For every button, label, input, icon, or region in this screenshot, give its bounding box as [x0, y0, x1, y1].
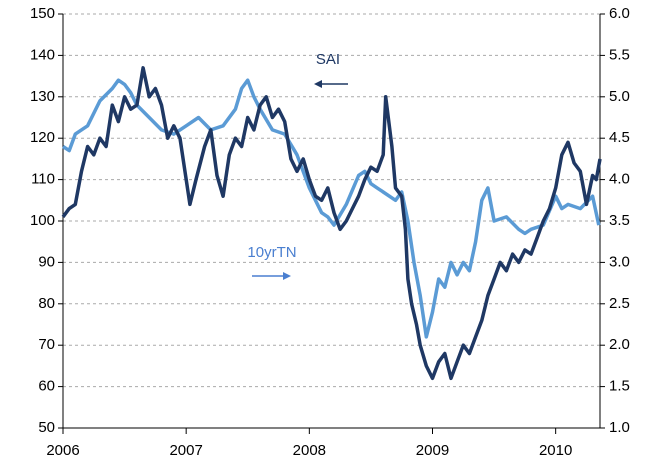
annotation: SAI: [316, 51, 340, 68]
y2-tick-label: 4.0: [609, 171, 630, 188]
y2-tick-label: 1.5: [609, 378, 630, 395]
y-tick-label: 150: [30, 5, 55, 22]
y2-tick-label: 5.0: [609, 88, 630, 105]
y-tick-label: 120: [30, 129, 55, 146]
y-tick-label: 60: [38, 378, 55, 395]
y-tick-label: 140: [30, 46, 55, 63]
y2-tick-label: 2.0: [609, 336, 630, 353]
arrow-left: [314, 80, 348, 88]
y-tick-label: 90: [38, 253, 55, 270]
y2-tick-label: 4.5: [609, 129, 630, 146]
series-line: [62, 78, 601, 339]
series-line: [61, 66, 602, 381]
y2-tick-label: 2.5: [609, 295, 630, 312]
y-tick-label: 50: [38, 419, 55, 436]
x-tick-label: 2006: [46, 442, 79, 459]
x-tick-label: 2007: [169, 442, 202, 459]
y2-tick-label: 6.0: [609, 5, 630, 22]
y2-tick-label: 3.0: [609, 253, 630, 270]
y-tick-label: 130: [30, 88, 55, 105]
y2-tick-label: 1.0: [609, 419, 630, 436]
arrow-right: [252, 272, 291, 280]
x-tick-label: 2008: [293, 442, 326, 459]
y2-tick-label: 5.5: [609, 46, 630, 63]
annotation: 10yrTN: [247, 244, 296, 261]
x-tick-label: 2010: [539, 442, 572, 459]
y-tick-label: 110: [31, 171, 55, 188]
y-tick-label: 100: [30, 212, 55, 229]
x-tick-label: 2009: [416, 442, 449, 459]
y-tick-label: 80: [38, 295, 55, 312]
y2-tick-label: 3.5: [609, 212, 630, 229]
y-tick-label: 70: [38, 336, 55, 353]
